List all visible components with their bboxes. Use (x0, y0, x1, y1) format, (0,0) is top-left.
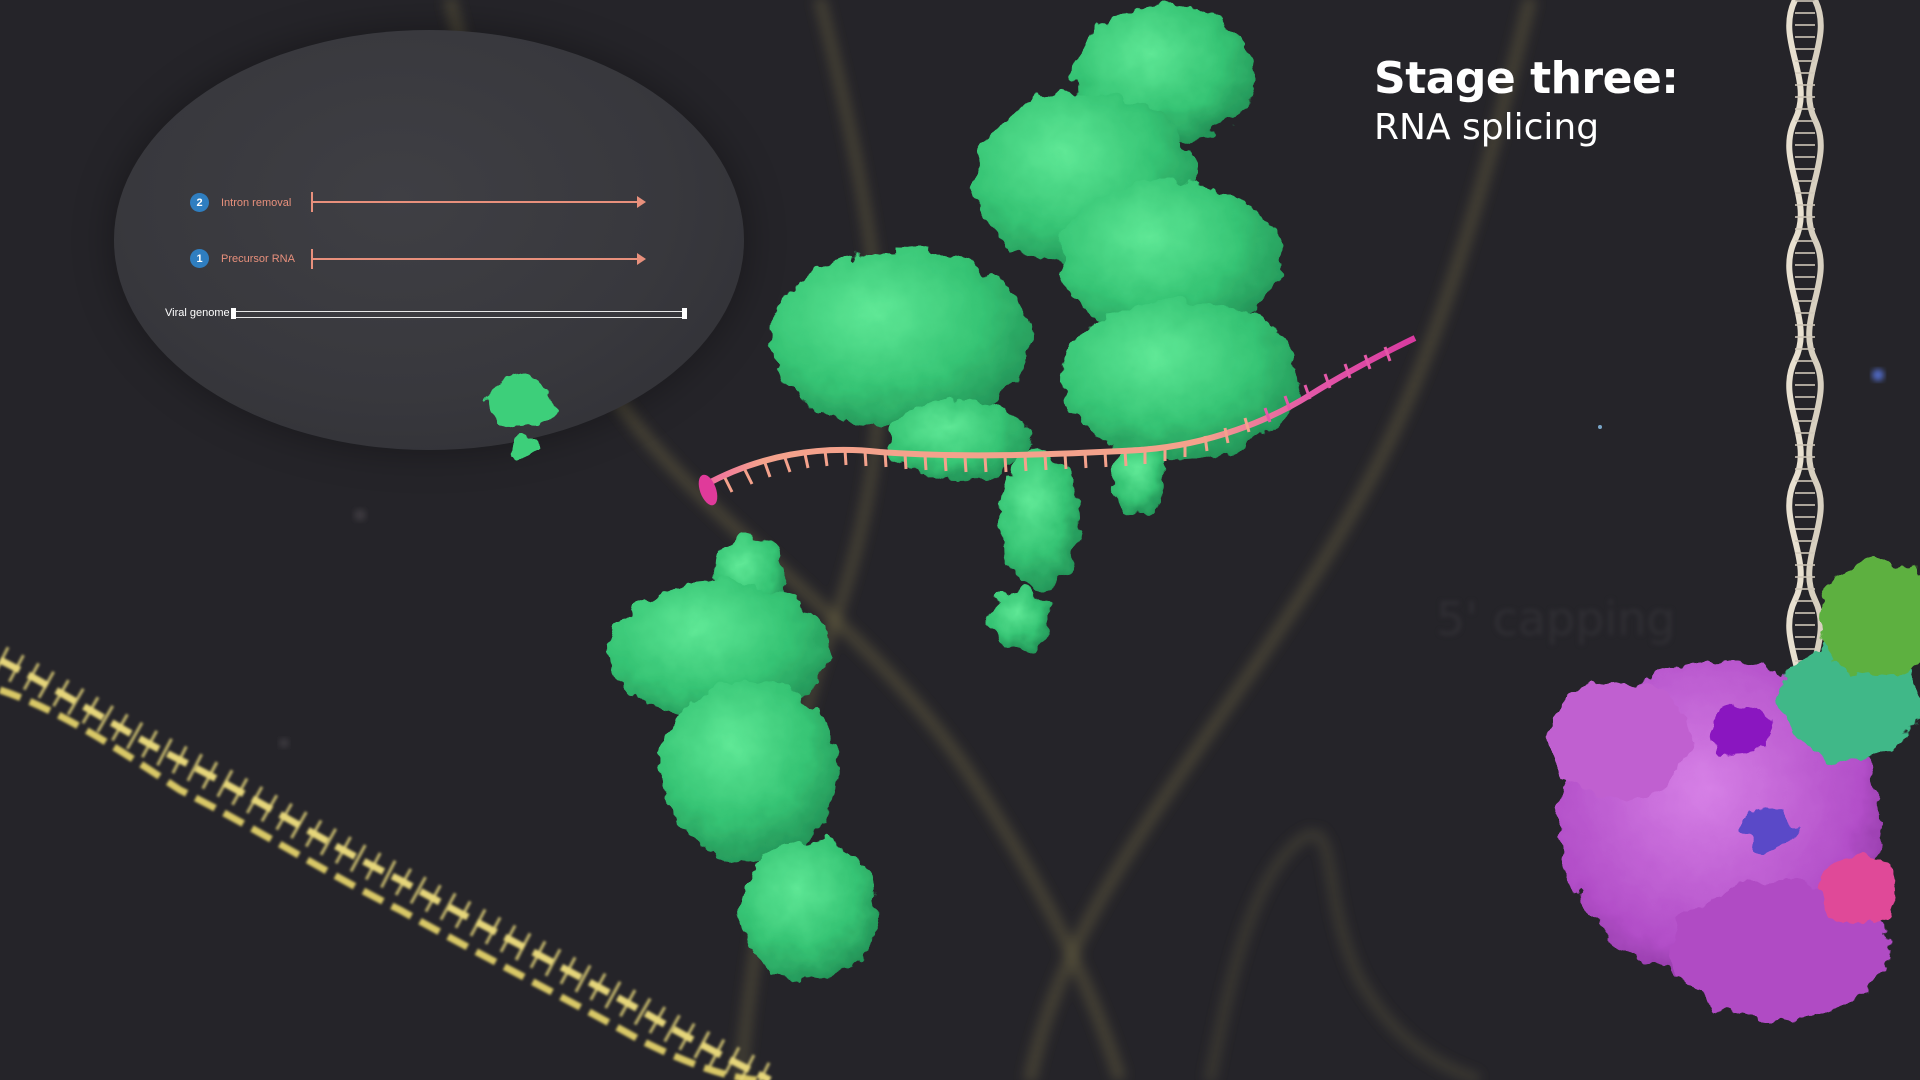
step-row-precursor-rna: 1 Precursor RNA (190, 249, 295, 268)
intron-removal-arrow (311, 192, 646, 212)
inset-overview (114, 30, 744, 450)
step-badge-2: 2 (190, 193, 209, 212)
green-protein-large (770, 5, 1300, 650)
genome-end-cap (682, 308, 687, 319)
genome-start-cap (231, 308, 236, 319)
step-label-precursor-rna: Precursor RNA (221, 252, 295, 265)
stage-title: Stage three: RNA splicing (1374, 52, 1679, 150)
precursor-rna-arrow (311, 249, 646, 269)
rna-strand (698, 335, 1417, 506)
green-protein-small (610, 537, 880, 980)
step-badge-1: 1 (190, 249, 209, 268)
step-label-intron-removal: Intron removal (221, 196, 292, 209)
green-protein-tiny (488, 376, 556, 457)
floating-particles (279, 369, 1884, 748)
dna-helix-yellow (0, 646, 777, 1080)
stage-title-line2: RNA splicing (1374, 107, 1600, 148)
genome-label: Viral genome (165, 307, 230, 319)
stage-title-line1: Stage three: (1374, 53, 1679, 104)
genome-bar (231, 308, 687, 319)
step-row-intron-removal: 2 Intron removal (190, 193, 291, 212)
purple-complex (1550, 560, 1920, 1020)
background-stage-label: 5' capping (1436, 592, 1676, 646)
